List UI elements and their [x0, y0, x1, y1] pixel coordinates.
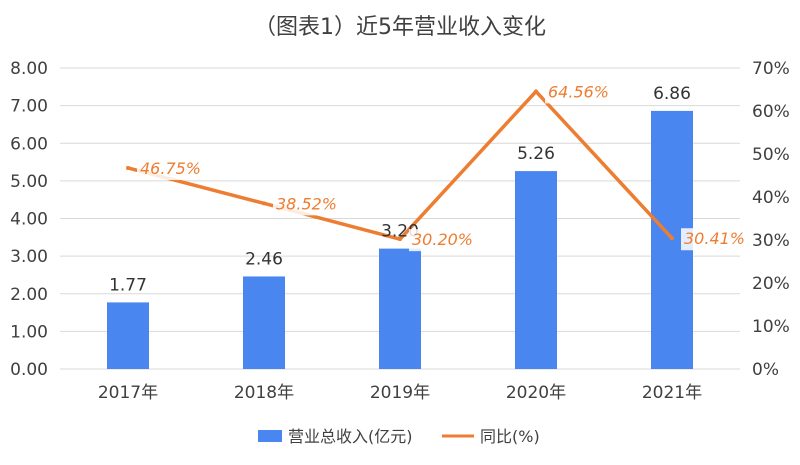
right-tick-label: 70%: [752, 59, 790, 79]
line-value-label: 30.41%: [684, 229, 745, 248]
left-tick-label: 1.00: [10, 322, 48, 342]
right-tick-label: 10%: [752, 317, 790, 337]
left-tick-label: 2.00: [10, 285, 48, 305]
line-value-label: 46.75%: [140, 159, 201, 178]
line-label-background: [681, 228, 753, 251]
x-tick-label: 2020年: [506, 383, 566, 403]
line-point: [262, 201, 266, 206]
bar-labels: 1.772.463.205.266.86: [109, 84, 691, 296]
bar: [243, 276, 285, 369]
bar: [515, 171, 557, 369]
right-axis-ticks: 0% 10% 20% 30% 40% 50% 60% 70%: [752, 59, 790, 380]
line-point: [398, 237, 402, 242]
bar-value-label: 6.86: [653, 84, 691, 104]
line-series: [126, 89, 674, 242]
line-value-label: 64.56%: [548, 82, 609, 101]
left-tick-label: 0.00: [10, 360, 48, 380]
right-tick-label: 60%: [752, 102, 790, 122]
bar-value-label: 1.77: [109, 275, 147, 295]
legend-bar-swatch: [258, 430, 282, 442]
right-tick-label: 0%: [752, 360, 779, 380]
bar: [107, 302, 149, 369]
x-axis-ticks: 2017年 2018年 2019年 2020年 2021年: [98, 383, 702, 403]
right-tick-label: 20%: [752, 274, 790, 294]
left-tick-label: 8.00: [10, 59, 48, 79]
left-tick-label: 5.00: [10, 172, 48, 192]
line-value-label: 38.52%: [276, 194, 337, 213]
x-tick-label: 2018年: [234, 383, 294, 403]
line-point: [126, 165, 130, 170]
line-point: [670, 236, 674, 241]
line-labels: 46.75% 38.52% 30.20% 64.56% 30.41%: [137, 81, 753, 252]
chart-title: （图表1）近5年营业收入变化: [254, 15, 546, 40]
right-tick-label: 30%: [752, 231, 790, 251]
legend-bar-label: 营业总收入(亿元): [288, 427, 413, 446]
left-tick-label: 6.00: [10, 134, 48, 154]
bar-series: [107, 110, 693, 369]
line-point: [534, 89, 538, 94]
x-tick-label: 2019年: [370, 383, 430, 403]
left-tick-label: 3.00: [10, 247, 48, 267]
left-axis-ticks: 0.00 1.00 2.00 3.00 4.00 5.00 6.00 7.00 8.00: [10, 59, 48, 380]
legend-line-label: 同比(%): [480, 427, 540, 446]
line-label-background: [273, 193, 345, 216]
line-label-background: [137, 157, 209, 180]
right-tick-label: 50%: [752, 145, 790, 165]
line-value-label: 30.20%: [412, 230, 473, 249]
left-tick-label: 4.00: [10, 210, 48, 230]
line-path: [127, 89, 674, 241]
legend: 营业总收入(亿元) 同比(%): [258, 427, 540, 446]
bar: [379, 248, 421, 369]
line-label-background: [545, 81, 617, 104]
right-tick-label: 40%: [752, 188, 790, 208]
bar-value-label: 5.26: [517, 144, 555, 164]
line-label-background: [409, 229, 481, 252]
x-tick-label: 2017年: [98, 383, 158, 403]
bar-value-label: 2.46: [245, 249, 283, 269]
x-tick-label: 2021年: [642, 383, 702, 403]
left-tick-label: 7.00: [10, 97, 48, 117]
